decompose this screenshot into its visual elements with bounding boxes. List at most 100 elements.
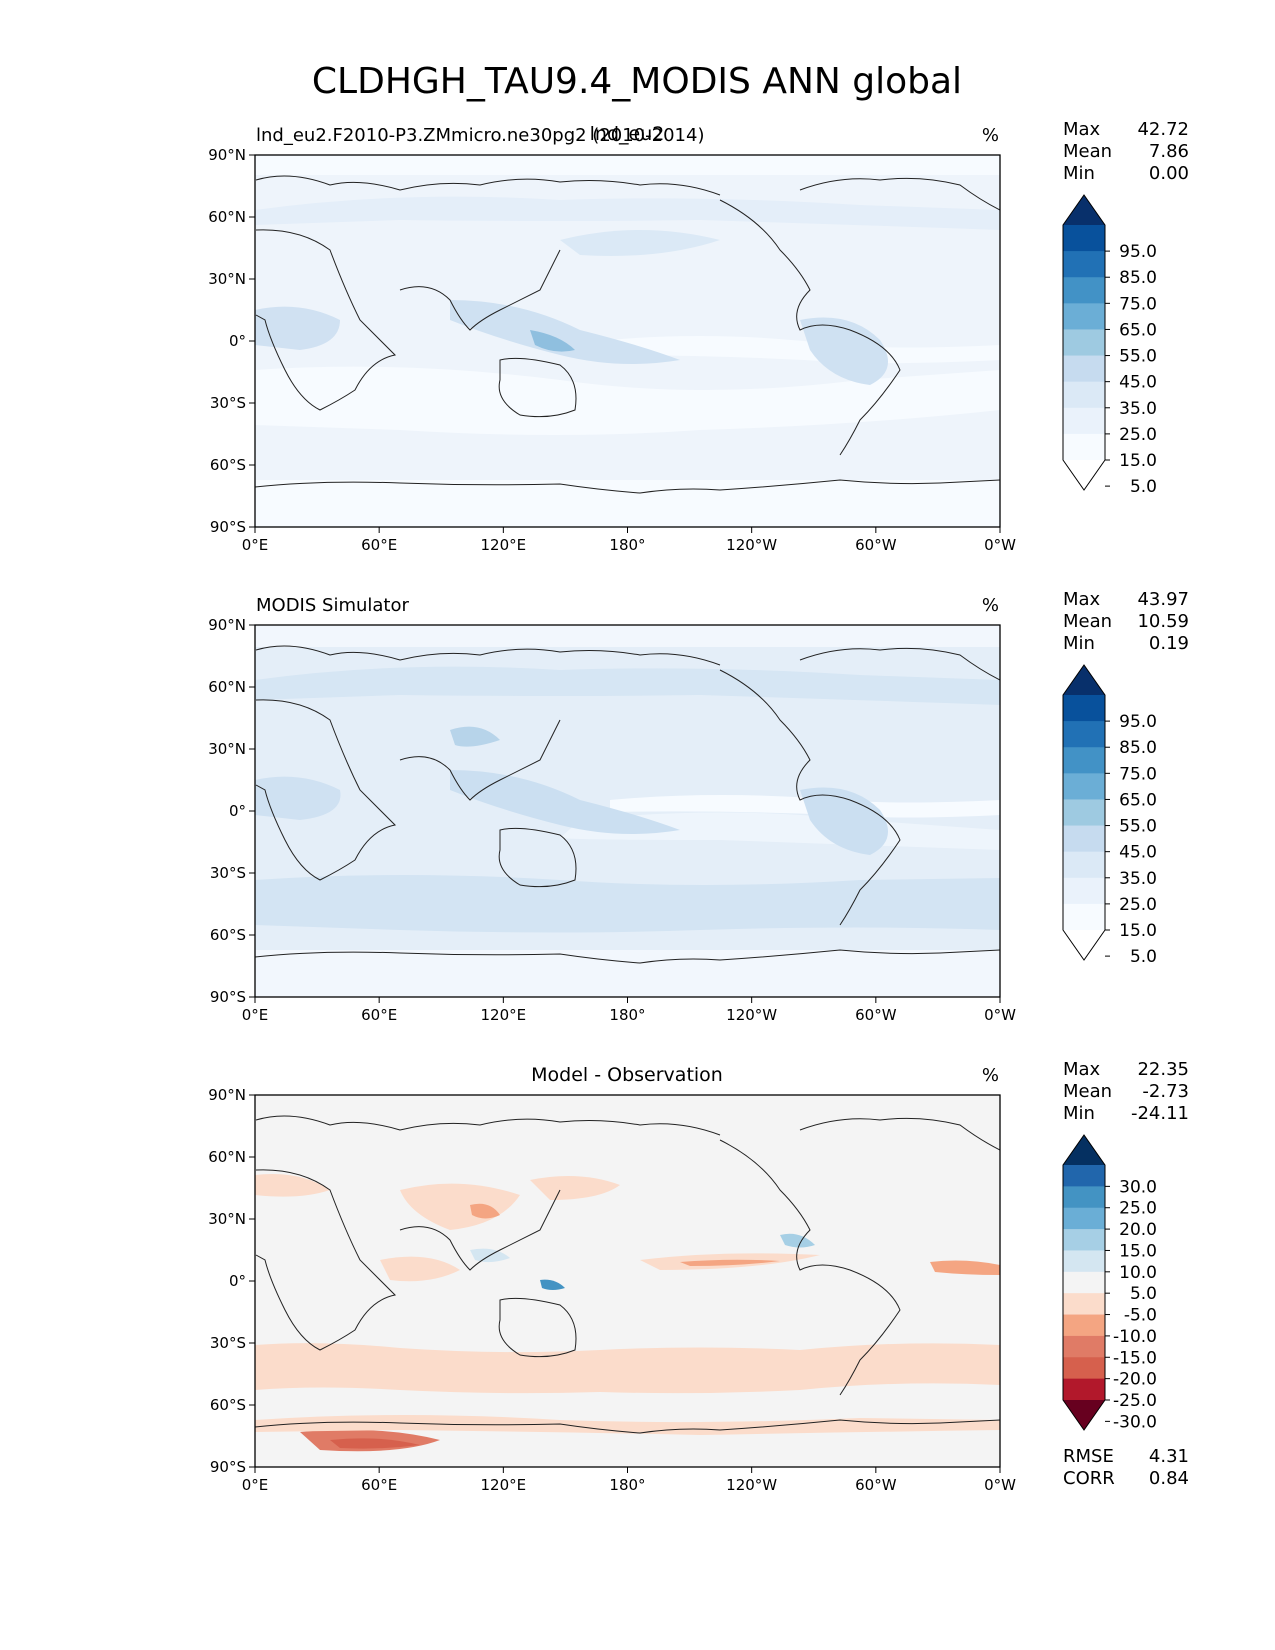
panel-test-stat-min-label: Min <box>1063 163 1095 184</box>
panel-test-contour-fill <box>255 155 1000 527</box>
colorbar-segment <box>1063 381 1105 409</box>
colorbar-label: 85.0 <box>1119 738 1157 758</box>
lon-tick-label: 120°E <box>481 1006 527 1024</box>
colorbar-label: -10.0 <box>1113 1327 1157 1347</box>
colorbar-label: 30.0 <box>1119 1177 1157 1197</box>
lat-tick-label: 30°S <box>210 1334 246 1352</box>
panel-diff-stat-corr-label: CORR <box>1063 1468 1115 1489</box>
colorbar-label: 55.0 <box>1119 347 1157 367</box>
colorbar-label: -30.0 <box>1113 1412 1157 1432</box>
panel-test-stat-min: 0.00 <box>1149 163 1189 184</box>
lat-tick-label: 0° <box>229 332 246 350</box>
lat-tick-label: 30°S <box>210 864 246 882</box>
colorbar-label: -15.0 <box>1113 1348 1157 1368</box>
colorbar-extend-min <box>1063 460 1105 490</box>
lon-tick-label: 0°E <box>242 1006 269 1024</box>
lon-tick-label: 60°E <box>361 1006 397 1024</box>
colorbar-label: 65.0 <box>1119 320 1157 340</box>
colorbar-segment <box>1063 851 1105 879</box>
panel-test-coastlines <box>255 175 1000 494</box>
panel-test: lnd_eu2.F2010-P3.ZMmicro.ne30pg2 (2010-2… <box>208 119 1189 554</box>
panel-diff-units: % <box>982 1065 999 1086</box>
colorbar-segment <box>1063 1186 1105 1209</box>
panel-test-units: % <box>982 125 999 146</box>
colorbar-segment <box>1063 825 1105 853</box>
colorbar-segment <box>1063 1314 1105 1337</box>
panel-ref-stat-min-label: Min <box>1063 633 1095 654</box>
colorbar-segment <box>1063 277 1105 304</box>
colorbar-label: 5.0 <box>1130 947 1157 967</box>
figure-title: CLDHGH_TAU9.4_MODIS ANN global <box>312 61 962 102</box>
panel-ref-stat-max-label: Max <box>1063 589 1101 610</box>
lat-tick-label: 30°N <box>208 740 246 758</box>
panel-diff-stats: Max 22.35 Mean -2.73 Min -24.11 RMSE 4.3… <box>1063 1059 1189 1489</box>
panel-test-stat-max: 42.72 <box>1137 119 1189 140</box>
lat-tick-label: 90°N <box>208 1086 246 1104</box>
colorbar-segment <box>1063 747 1105 774</box>
lat-tick-label: 0° <box>229 1272 246 1290</box>
colorbar-label: 5.0 <box>1130 477 1157 497</box>
lon-tick-label: 0°W <box>984 1476 1016 1494</box>
panel-ref-stat-max: 43.97 <box>1137 589 1189 610</box>
colorbar-label: 15.0 <box>1119 1241 1157 1261</box>
colorbar-segment <box>1063 721 1105 748</box>
colorbar-segment <box>1063 1229 1105 1251</box>
lat-tick-label: 30°S <box>210 394 246 412</box>
lon-tick-label: 0°E <box>242 536 269 554</box>
lat-tick-label: 60°S <box>210 456 246 474</box>
lon-tick-label: 120°W <box>726 536 777 554</box>
panel-ref: MODIS Simulator % <box>208 589 1189 1024</box>
colorbar-label: -5.0 <box>1124 1306 1157 1326</box>
panel-ref-stat-mean: 10.59 <box>1137 611 1189 632</box>
colorbar-label: 85.0 <box>1119 268 1157 288</box>
panel-test-stat-mean-label: Mean <box>1063 141 1112 162</box>
colorbar-segment <box>1063 355 1105 383</box>
panel-diff-coastlines <box>255 1115 1000 1434</box>
colorbar-segment <box>1063 407 1105 435</box>
colorbar-segment <box>1063 251 1105 278</box>
colorbar-extend-max <box>1063 195 1105 225</box>
colorbar-segment <box>1063 225 1105 252</box>
lon-tick-label: 120°E <box>481 536 527 554</box>
colorbar-label: 65.0 <box>1119 790 1157 810</box>
colorbar-segment <box>1063 1207 1105 1230</box>
colorbar-label: 95.0 <box>1119 712 1157 732</box>
lat-tick-label: 60°N <box>208 208 246 226</box>
colorbar-label: 10.0 <box>1119 1263 1157 1283</box>
lat-tick-label: 90°S <box>210 1458 246 1476</box>
colorbar-label: 45.0 <box>1119 373 1157 393</box>
colorbar-extend-max <box>1063 1135 1105 1165</box>
panel-test-stat-mean: 7.86 <box>1149 141 1189 162</box>
panel-ref-coastlines <box>255 645 1000 964</box>
colorbar-label: 55.0 <box>1119 817 1157 837</box>
colorbar-segment <box>1063 799 1105 827</box>
colorbar-extend-min <box>1063 1400 1105 1430</box>
colorbar-segment <box>1063 877 1105 905</box>
colorbar-label: 25.0 <box>1119 1199 1157 1219</box>
panel-diff-stat-max: 22.35 <box>1137 1059 1189 1080</box>
colorbar-label: -20.0 <box>1113 1370 1157 1390</box>
panel-test-stat-max-label: Max <box>1063 119 1101 140</box>
colorbar-segment <box>1063 1250 1105 1273</box>
colorbar-label: -25.0 <box>1113 1391 1157 1411</box>
panel-diff: Model - Observation % <box>208 1059 1189 1494</box>
panel-diff-stat-rmse: 4.31 <box>1149 1446 1189 1467</box>
panel-diff-stat-max-label: Max <box>1063 1059 1101 1080</box>
lat-tick-label: 0° <box>229 802 246 820</box>
colorbar-extend-min <box>1063 930 1105 960</box>
panel-ref-units: % <box>982 595 999 616</box>
lon-tick-label: 180° <box>609 1006 645 1024</box>
lon-tick-label: 0°W <box>984 536 1016 554</box>
colorbar-label: 35.0 <box>1119 869 1157 889</box>
panel-test-stats: Max 42.72 Mean 7.86 Min 0.00 <box>1063 119 1189 184</box>
panel-diff-center-title: Model - Observation <box>531 1064 723 1086</box>
lat-tick-label: 30°N <box>208 270 246 288</box>
panel-ref-stats: Max 43.97 Mean 10.59 Min 0.19 <box>1063 589 1189 654</box>
colorbar-label: 20.0 <box>1119 1220 1157 1240</box>
lat-tick-label: 90°N <box>208 146 246 164</box>
colorbar-label: 15.0 <box>1119 921 1157 941</box>
colorbar-label: 45.0 <box>1119 843 1157 863</box>
colorbar-label: 35.0 <box>1119 399 1157 419</box>
colorbar-segment <box>1063 1357 1105 1380</box>
